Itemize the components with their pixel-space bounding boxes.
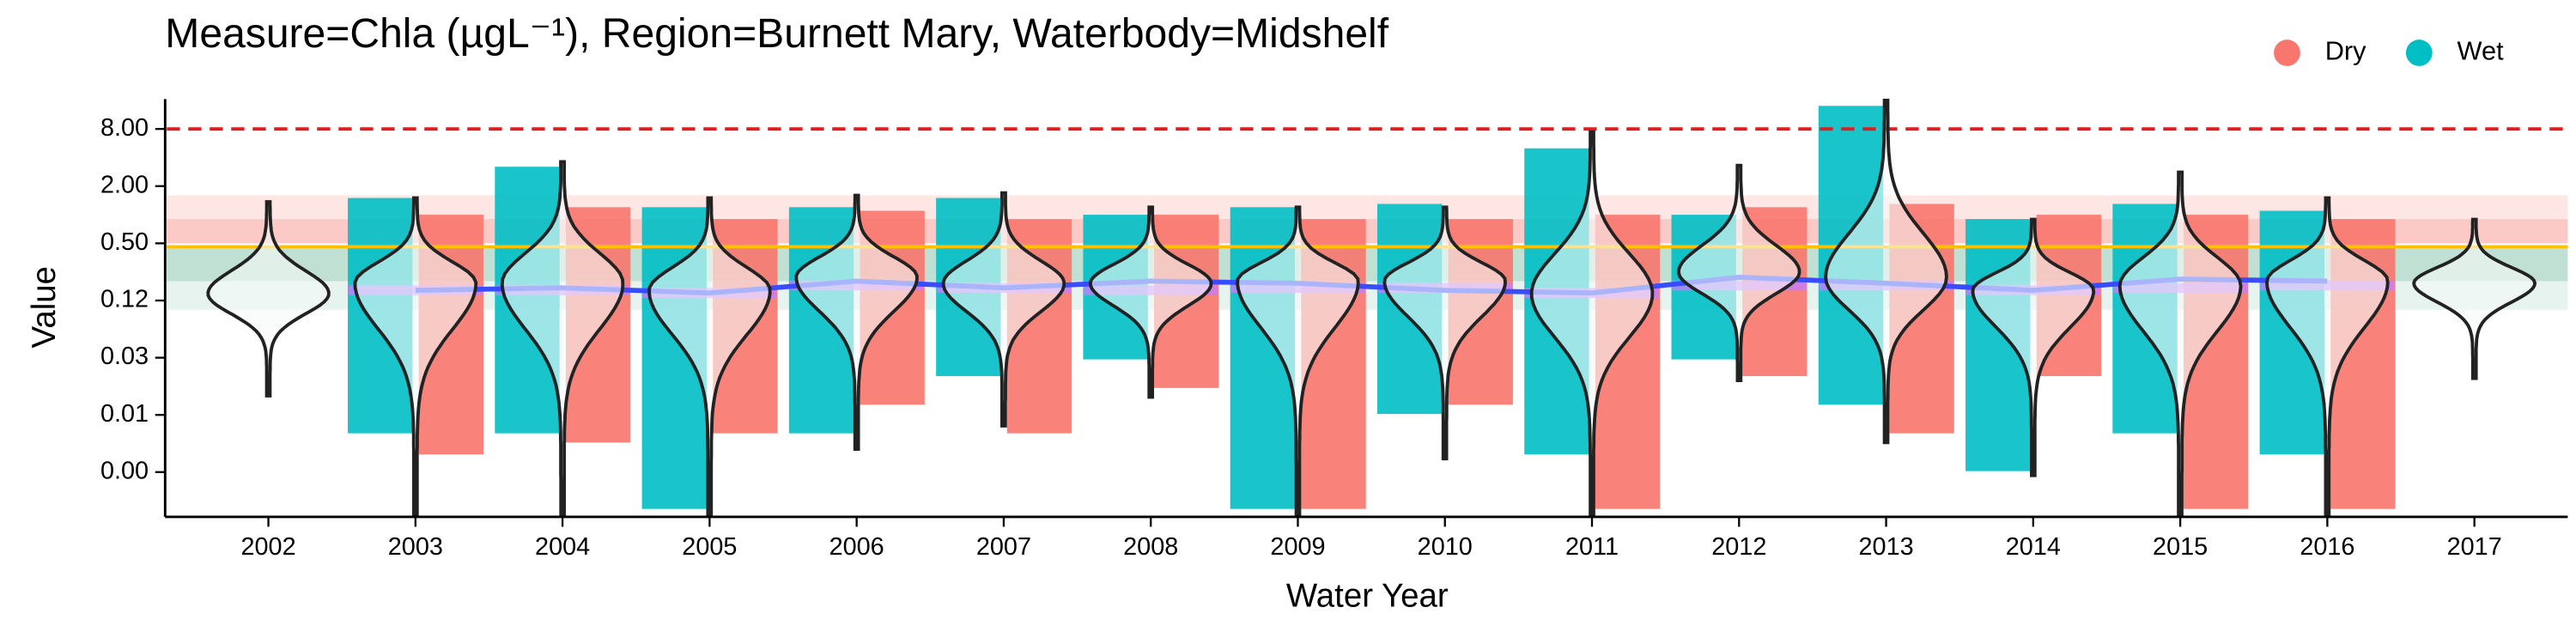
violin [1088,205,1213,399]
legend-marker [2405,39,2433,66]
x-tick-label: 2017 [2447,533,2502,561]
x-axis-label: Water Year [1286,577,1449,614]
x-tick-label: 2012 [1711,533,1766,561]
violin [2412,217,2537,380]
x-tick-label: 2010 [1418,533,1473,561]
x-tick-label: 2016 [2300,533,2354,561]
legend-marker [2274,39,2300,66]
y-tick-label: 8.00 [100,114,149,142]
x-tick-label: 2005 [682,533,737,561]
violin [1971,217,2096,477]
y-tick-label: 0.03 [100,343,149,370]
violin [2265,196,2390,516]
x-tick-label: 2008 [1123,533,1178,561]
y-tick-label: 0.00 [100,457,149,484]
y-tick-label: 0.50 [100,228,149,256]
violin [500,160,625,516]
x-tick-label: 2011 [1565,533,1619,561]
y-axis-label: Value [26,266,63,349]
chart-title: Measure=Chla (µgL⁻¹), Region=Burnett Mar… [165,10,1388,57]
y-tick-label: 0.12 [100,286,149,313]
violin [206,200,331,398]
violin [1236,205,1360,516]
y-tick-label: 2.00 [100,171,149,198]
legend-label: Wet [2458,36,2505,66]
x-tick-label: 2004 [535,533,590,561]
x-tick-label: 2013 [1859,533,1914,561]
violin [1824,99,1948,445]
x-tick-label: 2002 [240,533,295,561]
violin [1382,205,1508,461]
x-tick-label: 2006 [829,533,884,561]
violin [1529,130,1655,516]
x-tick-label: 2015 [2153,533,2208,561]
x-tick-label: 2003 [388,533,443,561]
plot: 0.00 0.01 0.03 0.12 0.50 2.00 8.00 2002 2003 2004… [100,99,2568,561]
violin [941,191,1066,428]
violin [353,196,478,516]
violin [647,196,772,516]
legend-label: Dry [2325,36,2366,66]
x-tick-label: 2009 [1270,533,1325,561]
y-tick-label: 0.01 [100,400,149,428]
x-tick-label: 2014 [2006,533,2061,561]
violin [1677,163,1801,382]
x-tick-label: 2007 [976,533,1031,561]
violin [794,193,919,451]
violin [2117,170,2243,516]
